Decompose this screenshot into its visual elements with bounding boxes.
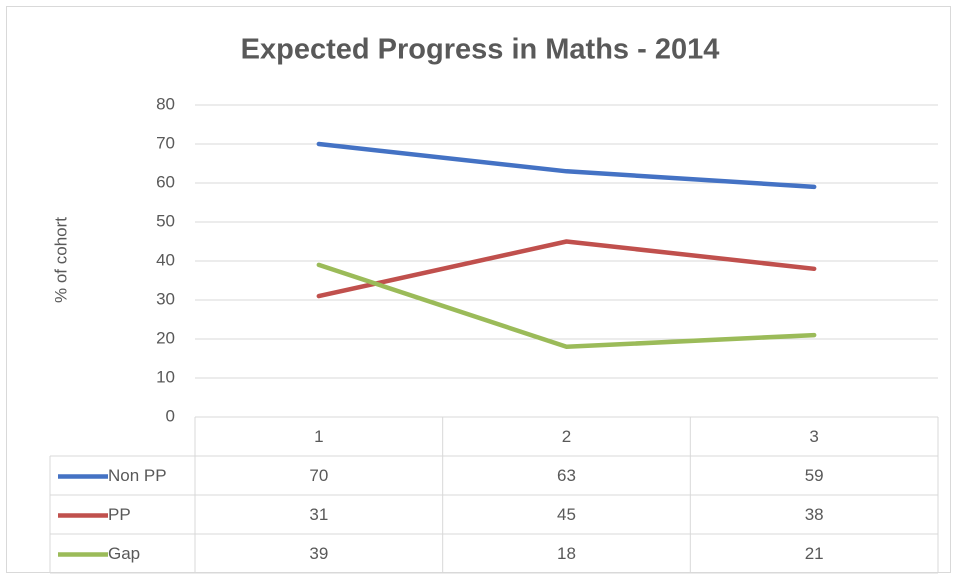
table-value: 45: [557, 505, 576, 524]
series-line: [316, 141, 817, 190]
table-value: 21: [805, 544, 824, 563]
table-value: 63: [557, 466, 576, 485]
y-tick-label: 80: [156, 94, 175, 113]
x-tick-label: 1: [314, 427, 323, 446]
y-tick-label: 70: [156, 133, 175, 152]
table-value: 39: [309, 544, 328, 563]
table-value: 70: [309, 466, 328, 485]
chart-border: [6, 6, 951, 573]
y-tick-label: 30: [156, 289, 175, 308]
chart-title: Expected Progress in Maths - 2014: [241, 34, 720, 66]
series-line: [316, 239, 817, 299]
table-value: 18: [557, 544, 576, 563]
y-tick-label: 20: [156, 328, 175, 347]
series-line: [316, 262, 817, 350]
x-tick-label: 3: [809, 427, 818, 446]
table-value: 31: [309, 505, 328, 524]
table-value: 38: [805, 505, 824, 524]
y-tick-label: 0: [166, 406, 175, 425]
y-tick-label: 10: [156, 367, 175, 386]
legend-label: Gap: [108, 544, 140, 563]
legend-label: PP: [108, 505, 131, 524]
x-tick-label: 2: [562, 427, 571, 446]
y-tick-label: 40: [156, 250, 175, 269]
table-value: 59: [805, 466, 824, 485]
y-tick-label: 60: [156, 172, 175, 191]
legend-label: Non PP: [108, 466, 167, 485]
y-axis-label: % of cohort: [51, 217, 70, 303]
y-tick-label: 50: [156, 211, 175, 230]
